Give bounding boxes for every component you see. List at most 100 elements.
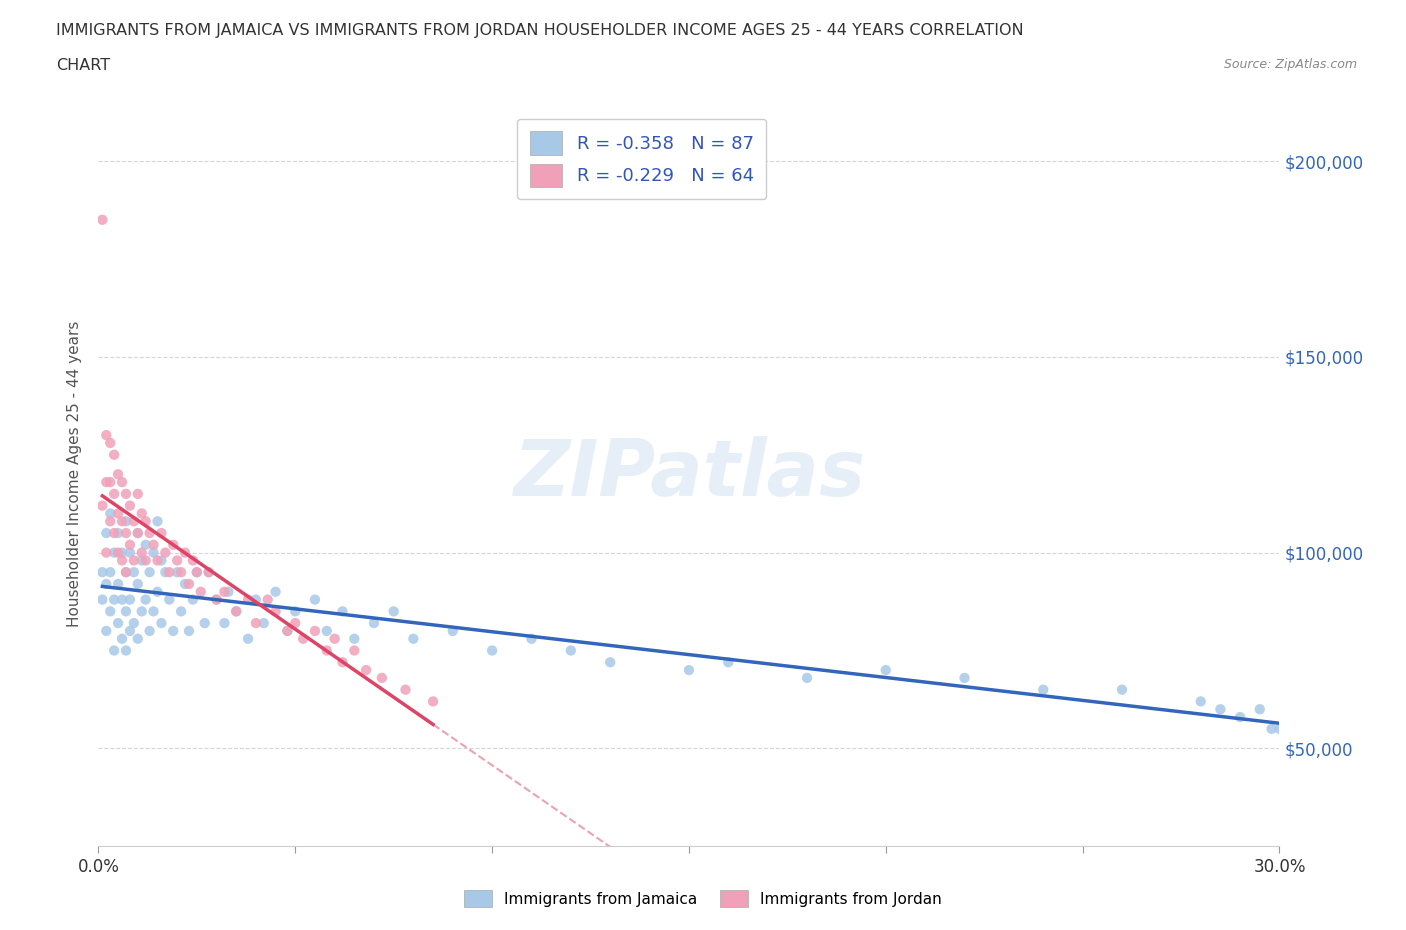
Point <box>245 616 267 631</box>
Point <box>142 538 165 552</box>
Legend: Immigrants from Jamaica, Immigrants from Jordan: Immigrants from Jamaica, Immigrants from… <box>458 884 948 913</box>
Point <box>245 592 267 607</box>
Legend: R = -0.358   N = 87, R = -0.229   N = 64: R = -0.358 N = 87, R = -0.229 N = 64 <box>517 119 766 199</box>
Point <box>264 584 287 599</box>
Point <box>304 623 326 638</box>
Point <box>678 663 700 678</box>
Point <box>150 525 173 540</box>
Point <box>107 545 129 560</box>
Point <box>177 623 200 638</box>
Point <box>122 553 145 568</box>
Point <box>371 671 394 685</box>
Point <box>181 553 204 568</box>
Point <box>225 604 247 618</box>
Point <box>343 643 366 658</box>
Point <box>166 553 188 568</box>
Text: CHART: CHART <box>56 58 110 73</box>
Point <box>256 592 278 607</box>
Point <box>122 514 145 529</box>
Point <box>363 616 385 631</box>
Point <box>107 506 129 521</box>
Point <box>1032 683 1054 698</box>
Point <box>170 565 193 579</box>
Point <box>276 623 298 638</box>
Point <box>174 545 197 560</box>
Point <box>205 592 228 607</box>
Point <box>111 474 134 489</box>
Point <box>304 592 326 607</box>
Point <box>197 565 219 579</box>
Point <box>138 623 160 638</box>
Point <box>181 592 204 607</box>
Point <box>111 631 134 646</box>
Point <box>96 577 118 591</box>
Point <box>236 592 259 607</box>
Point <box>98 565 121 579</box>
Point <box>111 553 134 568</box>
Point <box>118 623 141 638</box>
Point <box>96 428 118 443</box>
Point <box>166 565 188 579</box>
Point <box>115 514 138 529</box>
Point <box>91 565 114 579</box>
Point <box>138 525 160 540</box>
Point <box>146 584 169 599</box>
Point <box>717 655 740 670</box>
Point <box>115 525 138 540</box>
Point <box>135 592 157 607</box>
Point <box>96 474 118 489</box>
Point <box>98 435 121 450</box>
Point <box>111 592 134 607</box>
Point <box>402 631 425 646</box>
Point <box>194 616 217 631</box>
Point <box>103 447 125 462</box>
Point <box>174 577 197 591</box>
Point <box>118 545 141 560</box>
Point <box>150 616 173 631</box>
Point <box>214 616 236 631</box>
Point <box>332 655 354 670</box>
Point <box>142 545 165 560</box>
Point <box>315 623 337 638</box>
Point <box>146 553 169 568</box>
Point <box>107 467 129 482</box>
Point <box>441 623 464 638</box>
Point <box>177 577 200 591</box>
Point <box>91 498 114 513</box>
Point <box>323 631 346 646</box>
Point <box>98 474 121 489</box>
Point <box>127 525 149 540</box>
Point <box>131 604 153 618</box>
Point <box>142 604 165 618</box>
Point <box>382 604 405 618</box>
Point <box>91 592 114 607</box>
Point <box>560 643 582 658</box>
Point <box>103 486 125 501</box>
Point <box>115 565 138 579</box>
Y-axis label: Householder Income Ages 25 - 44 years: Householder Income Ages 25 - 44 years <box>67 321 83 628</box>
Point <box>98 506 121 521</box>
Point <box>131 545 153 560</box>
Point <box>122 616 145 631</box>
Point <box>135 538 157 552</box>
Point <box>205 592 228 607</box>
Point <box>354 663 377 678</box>
Point <box>96 525 118 540</box>
Point <box>118 592 141 607</box>
Point <box>111 514 134 529</box>
Point <box>96 545 118 560</box>
Point <box>91 212 114 227</box>
Point <box>131 553 153 568</box>
Point <box>150 553 173 568</box>
Point <box>1268 722 1291 737</box>
Text: IMMIGRANTS FROM JAMAICA VS IMMIGRANTS FROM JORDAN HOUSEHOLDER INCOME AGES 25 - 4: IMMIGRANTS FROM JAMAICA VS IMMIGRANTS FR… <box>56 23 1024 38</box>
Point <box>155 565 177 579</box>
Point <box>214 584 236 599</box>
Point <box>115 565 138 579</box>
Point <box>127 631 149 646</box>
Point <box>343 631 366 646</box>
Text: Source: ZipAtlas.com: Source: ZipAtlas.com <box>1223 58 1357 71</box>
Point <box>103 592 125 607</box>
Point <box>96 623 118 638</box>
Point <box>155 545 177 560</box>
